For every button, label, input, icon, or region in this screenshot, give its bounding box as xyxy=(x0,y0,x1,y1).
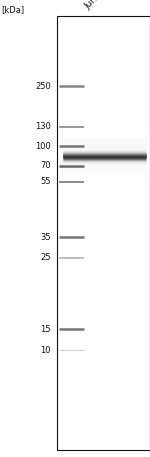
Text: 10: 10 xyxy=(40,346,51,355)
Text: 70: 70 xyxy=(40,161,51,170)
Text: Jurkat: Jurkat xyxy=(83,0,108,11)
Text: [kDa]: [kDa] xyxy=(2,5,25,14)
Text: 130: 130 xyxy=(35,122,51,131)
Text: 250: 250 xyxy=(35,82,51,91)
Text: 25: 25 xyxy=(40,253,51,262)
Bar xyxy=(57,16,150,450)
Text: 35: 35 xyxy=(40,233,51,242)
Text: 15: 15 xyxy=(40,325,51,334)
Text: 100: 100 xyxy=(35,142,51,151)
Text: 55: 55 xyxy=(40,177,51,186)
